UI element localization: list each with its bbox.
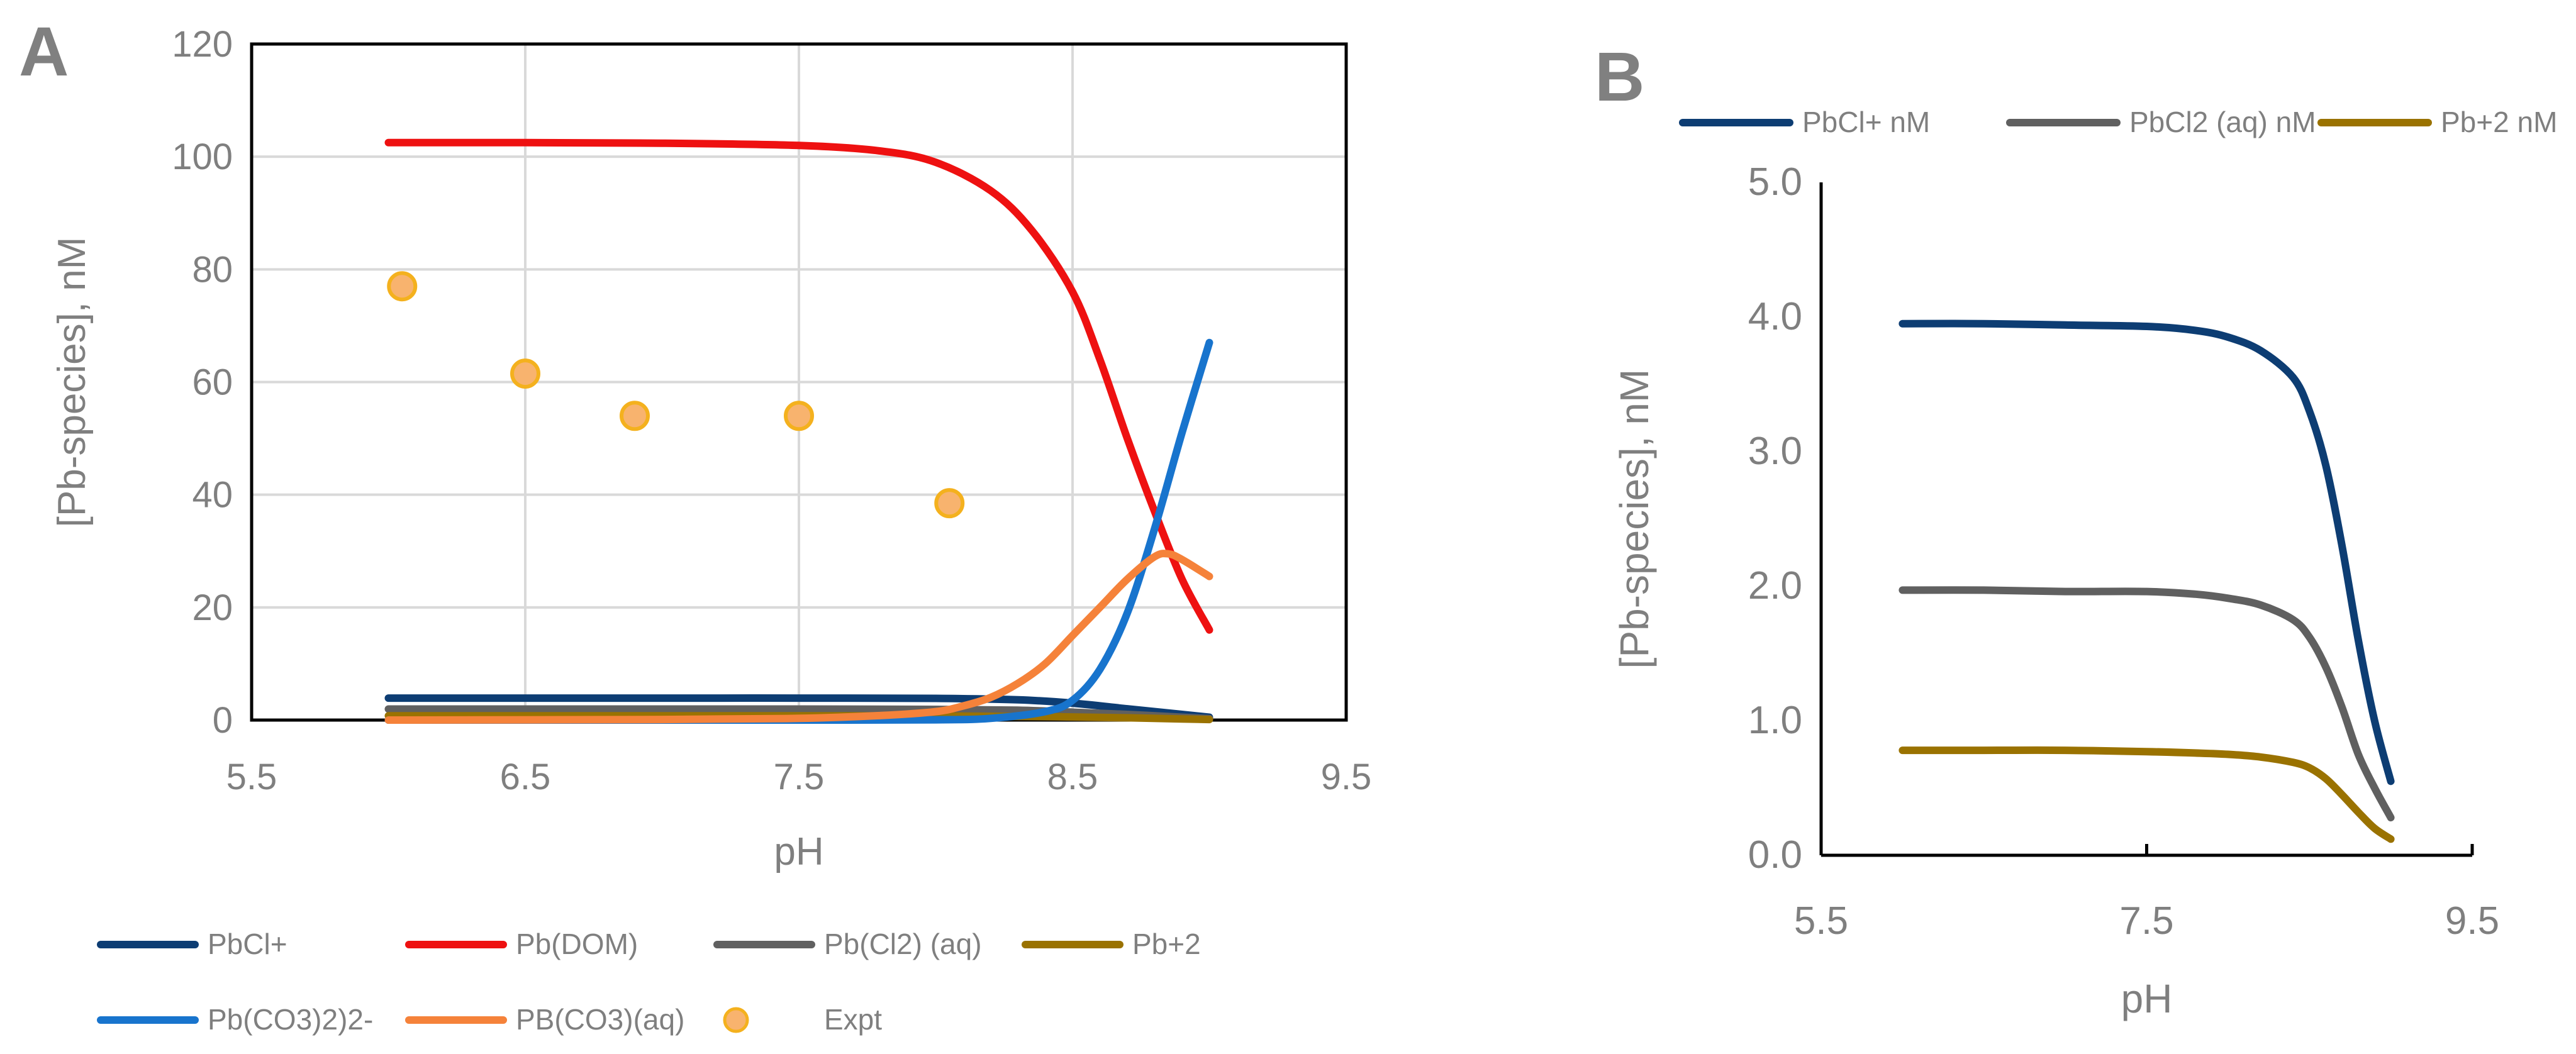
chart-a-legend-label-pb-co3-aq: PB(CO3)(aq): [516, 1003, 684, 1036]
chart-b-legend-label-pbcl2-aq-nm: PbCl2 (aq) nM: [2129, 106, 2316, 138]
chart-a-x-axis-title: pH: [774, 830, 823, 874]
chart-b-y-tick-label: 1.0: [1748, 699, 1802, 742]
chart-a-legend-label-pb-dom: Pb(DOM): [516, 928, 638, 960]
chart-b-series-line-pbcl-nm: [1899, 319, 2395, 785]
chart-b-y-tick-label: 0.0: [1748, 833, 1802, 877]
chart-b-x-tick-label: 9.5: [2445, 899, 2499, 943]
chart-b-series-line-pb-2-nm: [1899, 746, 2395, 843]
chart-a-legend-label-pb-2: Pb+2: [1132, 928, 1201, 960]
chart-a-point-expt: [620, 401, 650, 431]
chart-b-x-axis-title: pH: [2121, 976, 2173, 1021]
chart-b-y-tick-label: 3.0: [1748, 430, 1802, 473]
chart-b: 0.0 1.0 2.0 3.0 4.0 5.0 5.5 7.5 9.5 pH [Pb-species…: [1612, 106, 2557, 1021]
chart-a-x-tick-label: 6.5: [500, 757, 551, 797]
chart-a-x-tick-label: 8.5: [1047, 757, 1098, 797]
chart-a-point-expt: [784, 401, 814, 431]
chart-b-y-tick-label: 2.0: [1748, 564, 1802, 607]
chart-a-y-tick-label: 100: [172, 136, 233, 177]
chart-a-x-tick-label: 5.5: [226, 757, 277, 797]
chart-a-legend-label-pb-cl2-aq: Pb(Cl2) (aq): [824, 928, 982, 960]
chart-b-series-line-pbcl2-aq-nm: [1899, 586, 2395, 822]
chart-a-x-tick-label: 7.5: [774, 757, 825, 797]
chart-a-point-expt: [387, 271, 418, 302]
chart-b-x-tick-label: 7.5: [2119, 899, 2173, 943]
chart-a-y-tick-label: 80: [192, 249, 233, 290]
chart-a-point-expt: [934, 488, 965, 519]
chart-a: 0 20 40 60 80 100 120 5.5 6.5 7.5 8.5 9.5 pH [Pb-spec…: [50, 24, 1371, 1036]
chart-b-y-tick-label: 4.0: [1748, 295, 1802, 338]
chart-b-y-axis-title: [Pb-species], nM: [1612, 369, 1657, 669]
chart-a-y-tick-label: 0: [213, 700, 233, 741]
chart-a-y-tick-label: 20: [192, 587, 233, 628]
chart-b-y-tick-label: 5.0: [1748, 160, 1802, 204]
chart-a-point-expt: [510, 358, 540, 389]
chart-a-y-tick-label: 120: [172, 24, 233, 65]
chart-b-legend-label-pb-2-nm: Pb+2 nM: [2441, 106, 2557, 138]
chart-a-series-line-pb-co3-aq: [384, 550, 1213, 724]
chart-a-legend-swatch-expt: [723, 1007, 749, 1033]
chart-a-y-axis-title: [Pb-species], nM: [50, 237, 94, 528]
chart-b-x-tick-label: 5.5: [1794, 899, 1848, 943]
panel-label-a: A: [19, 13, 69, 91]
chart-a-legend-label-expt: Expt: [824, 1003, 882, 1036]
chart-a-legend-label-pbcl: PbCl+: [208, 928, 287, 960]
chart-a-y-tick-label: 60: [192, 362, 233, 403]
chart-a-series-line-pbcl: [384, 694, 1213, 721]
panel-label-b: B: [1595, 38, 1644, 116]
chart-a-y-tick-label: 40: [192, 475, 233, 516]
chart-b-legend-label-pbcl-nm: PbCl+ nM: [1802, 106, 1930, 138]
chart-a-series-line-pb-dom: [384, 138, 1213, 634]
chart-a-x-tick-label: 9.5: [1321, 757, 1372, 797]
chart-a-legend-label-pb-co3-2-2: Pb(CO3)2)2-: [208, 1003, 373, 1036]
